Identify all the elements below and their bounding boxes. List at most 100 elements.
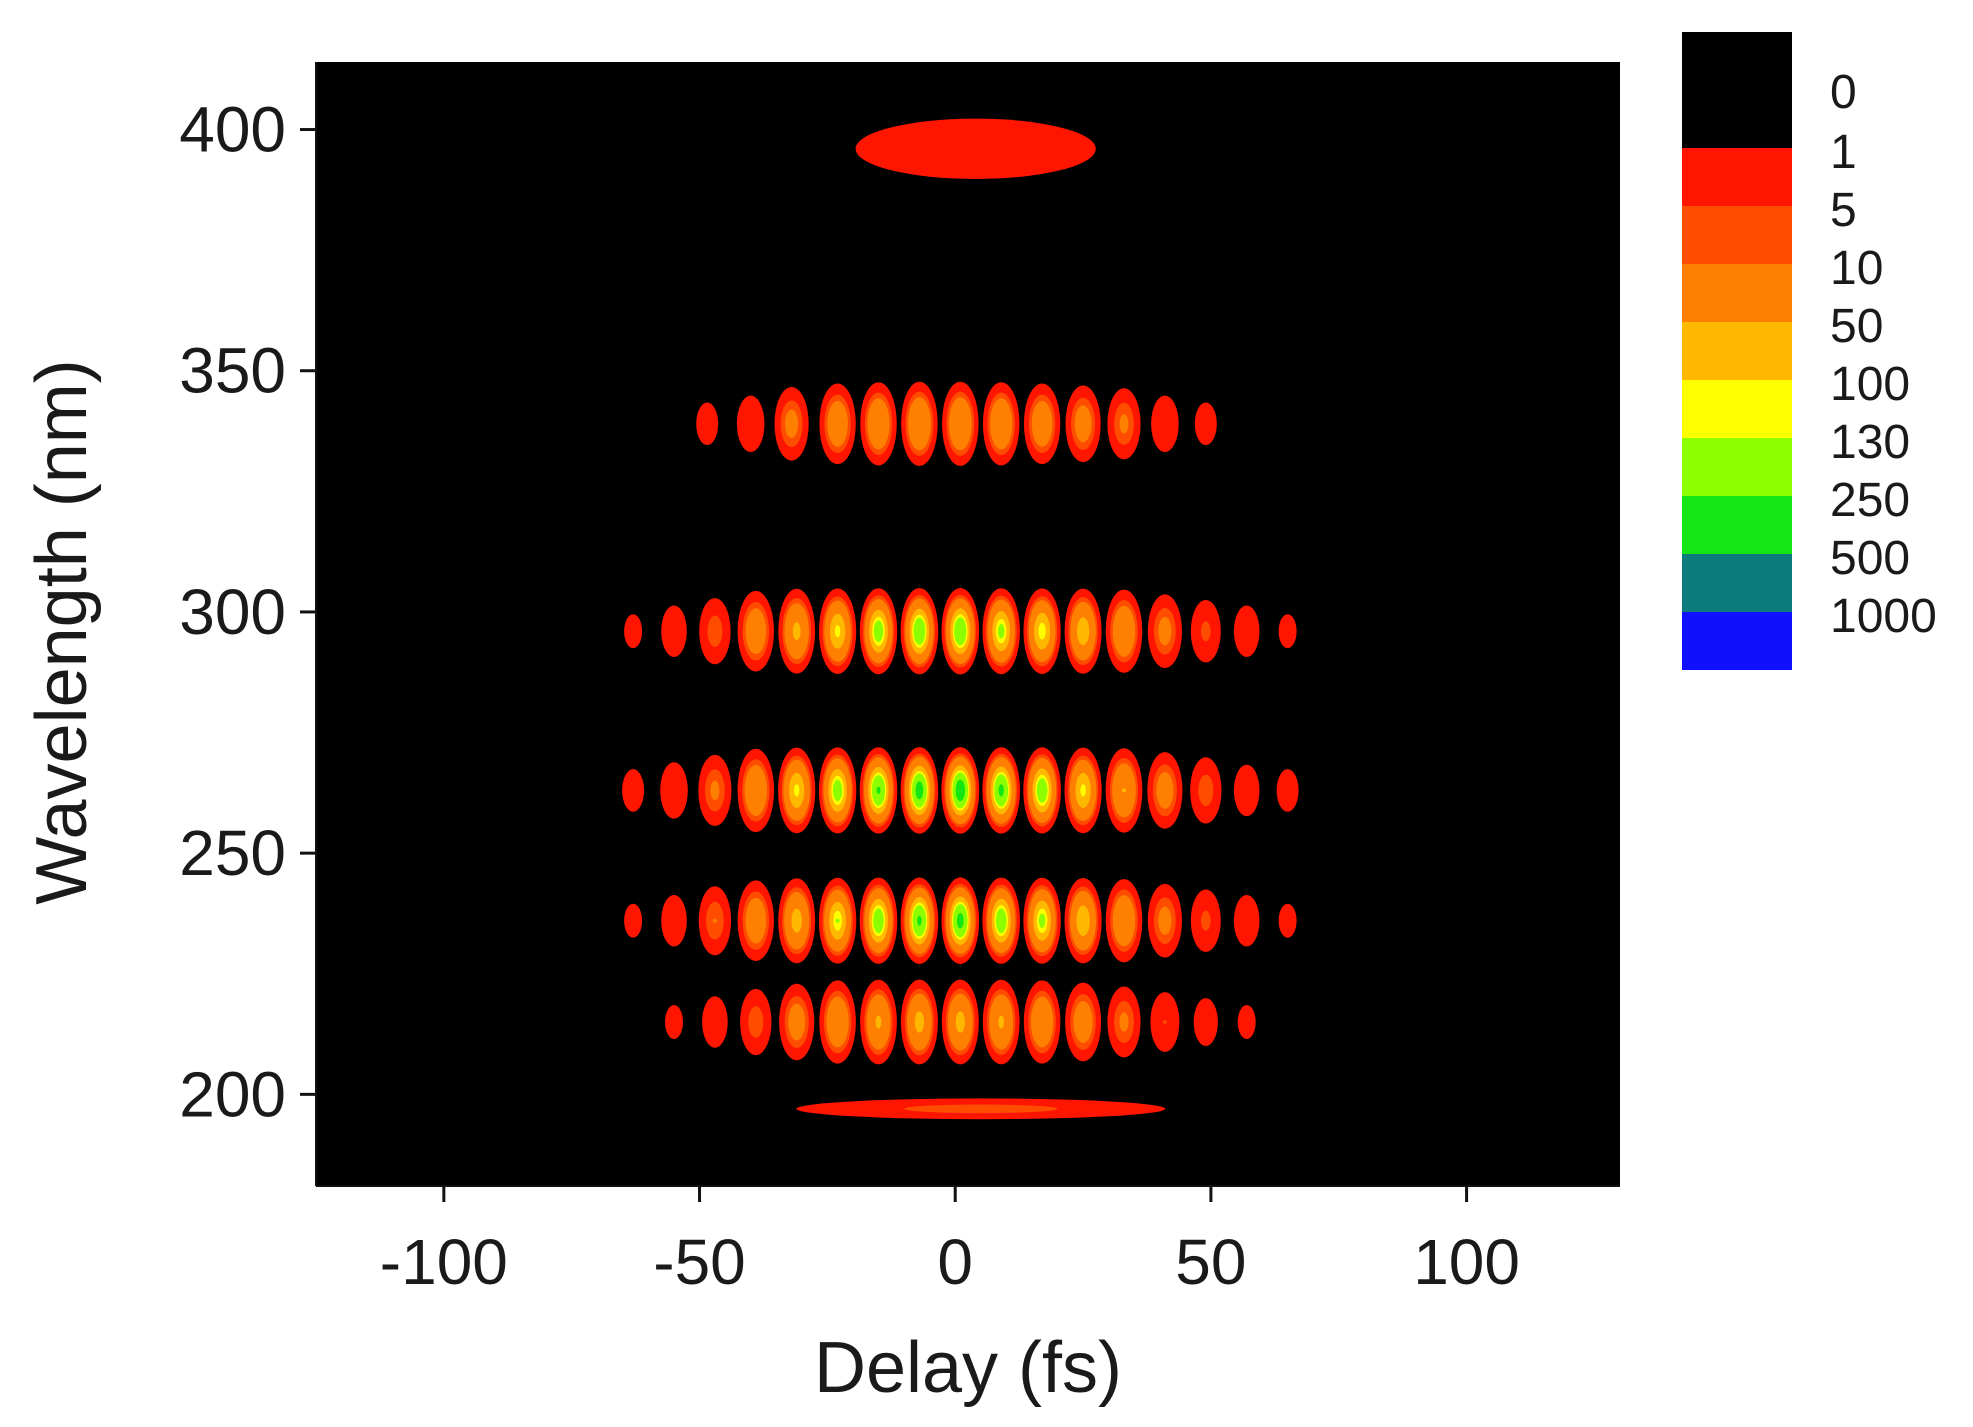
fringe-spot — [698, 886, 732, 956]
fringe-contour — [995, 908, 1007, 933]
fringe-band — [624, 877, 1297, 964]
fringe-spot — [818, 877, 857, 964]
fringe-contour — [702, 996, 728, 1048]
fringe-spot — [778, 588, 816, 674]
fringe-spot — [660, 762, 688, 819]
fringe-contour — [1233, 605, 1260, 657]
fringe-contour — [1074, 405, 1092, 443]
x-tick-label: 0 — [937, 1226, 973, 1298]
fringe-contour — [826, 996, 849, 1048]
fringe-spot — [624, 614, 643, 649]
fringe-band — [665, 979, 1256, 1065]
fringe-spot — [1151, 395, 1179, 452]
fringe-spot — [982, 877, 1020, 964]
fringe-band — [796, 1098, 1166, 1120]
fringe-spot — [941, 979, 979, 1065]
fringe-contour — [1233, 895, 1260, 947]
fringe-contour — [832, 779, 843, 802]
fringe-spot — [818, 747, 857, 834]
fringe-spot — [900, 588, 939, 675]
fringe-spot — [1233, 764, 1260, 817]
fringe-band — [622, 747, 1299, 834]
fringe-band — [696, 381, 1217, 466]
fringe-contour — [1038, 913, 1046, 928]
y-axis-title: Wavelength (nm) — [22, 359, 102, 905]
fringe-spot — [1023, 747, 1061, 834]
fringe-spot — [698, 754, 732, 826]
fringe-contour — [834, 625, 841, 638]
fringe-spot — [900, 979, 938, 1065]
x-tick-label: 50 — [1175, 1226, 1246, 1298]
colorbar-label: 0 — [1830, 66, 1857, 119]
colorbar-label: 250 — [1830, 474, 1910, 527]
fringe-spot — [1023, 383, 1061, 465]
fringe-contour — [794, 784, 800, 797]
colorbar-swatch — [1682, 148, 1792, 206]
fringe-spot — [860, 382, 897, 466]
fringe-spot — [982, 382, 1020, 466]
fringe-contour — [998, 784, 1004, 797]
fringe-spot — [737, 748, 775, 833]
fringe-contour — [855, 118, 1096, 179]
colorbar-swatch — [1682, 612, 1792, 670]
fringe-contour — [744, 764, 767, 816]
fringe-contour — [1080, 784, 1086, 797]
fringe-spot — [1233, 895, 1260, 947]
fringe-spot — [1023, 588, 1061, 674]
fringe-spot — [1278, 614, 1297, 649]
fringe-spot — [900, 747, 939, 834]
fringe-spot — [859, 747, 898, 834]
colorbar-label: 1 — [1830, 126, 1857, 179]
y-tick-label: 300 — [179, 576, 286, 648]
fringe-contour — [1112, 895, 1136, 947]
fringe-contour — [917, 915, 922, 926]
colorbar-swatch — [1682, 322, 1792, 380]
fringe-contour — [1112, 605, 1136, 657]
fringe-spot — [1237, 1005, 1256, 1039]
fringe-spot — [1147, 594, 1182, 668]
fringe-spot — [1147, 752, 1183, 829]
fringe-contour — [1278, 614, 1297, 649]
fringe-contour — [791, 908, 802, 933]
fringe-contour — [948, 397, 972, 451]
fringe-spot — [1190, 889, 1221, 952]
fringe-contour — [712, 918, 717, 923]
fringe-contour — [915, 781, 924, 800]
fringe-contour — [1158, 617, 1172, 646]
fringe-contour — [954, 617, 967, 646]
x-tick-label: -50 — [653, 1226, 746, 1298]
fringe-spot — [859, 588, 898, 675]
fringe-contour — [745, 897, 767, 944]
colorbar-label: 130 — [1830, 416, 1910, 469]
fringe-spot — [1190, 757, 1222, 824]
fringe-contour — [661, 895, 687, 947]
fringe-contour — [1156, 772, 1174, 809]
y-tick-label: 200 — [179, 1058, 286, 1130]
fringe-contour — [792, 622, 801, 641]
fringe-spot — [941, 747, 980, 834]
colorbar-swatch — [1682, 264, 1792, 322]
y-tick-label: 350 — [179, 335, 286, 407]
colorbar-swatch — [1682, 206, 1792, 264]
fringe-contour — [904, 1104, 1058, 1114]
fringe-spot — [736, 395, 765, 452]
fringe-spot — [819, 588, 857, 674]
fringe-contour — [1162, 1020, 1167, 1024]
fringe-spot — [941, 588, 980, 675]
fringe-spot — [1023, 980, 1061, 1064]
fringe-contour — [1201, 910, 1211, 931]
x-tick-label: -100 — [380, 1226, 508, 1298]
fringe-spot — [901, 381, 938, 466]
fringe-spot — [859, 877, 898, 964]
fringe-contour — [622, 769, 645, 812]
fringe-contour — [788, 1003, 806, 1041]
fringe-contour — [956, 913, 964, 929]
fringe-spot — [661, 895, 687, 947]
fringe-contour — [955, 1011, 965, 1033]
fringe-contour — [990, 398, 1013, 450]
fringe-contour — [1119, 414, 1129, 434]
fringe-spot — [778, 878, 816, 964]
fringe-spot — [1190, 600, 1221, 663]
